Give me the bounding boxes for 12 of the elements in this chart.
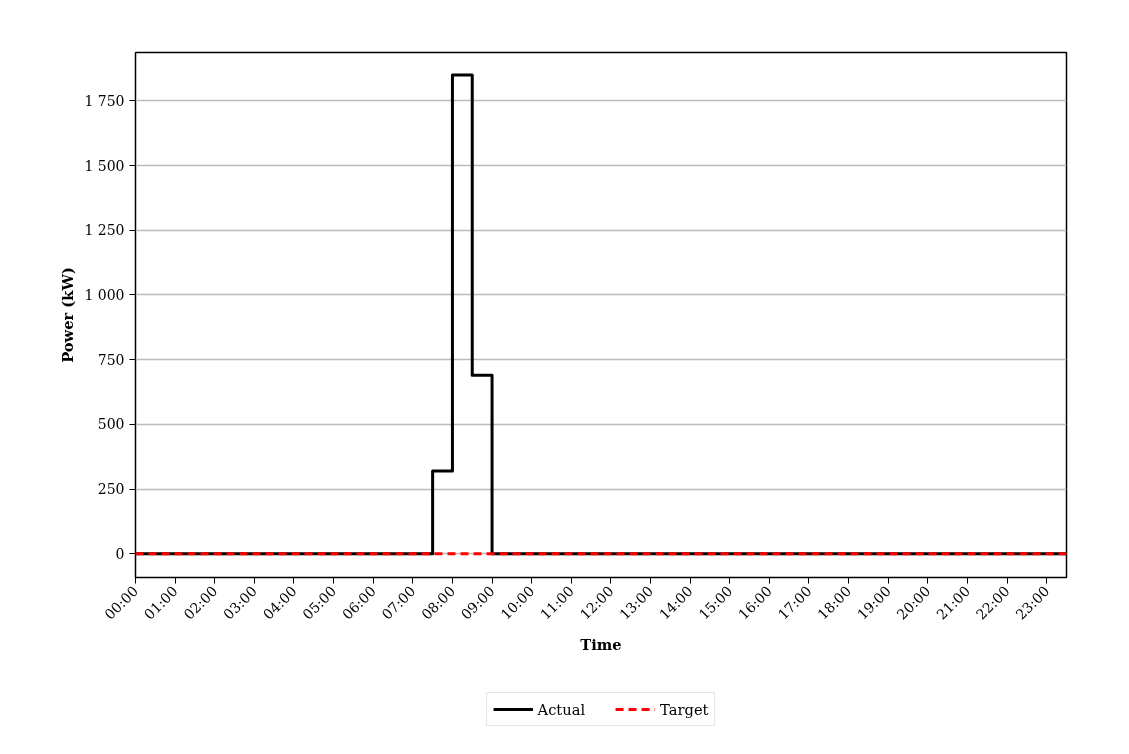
legend-label: Target	[660, 700, 709, 718]
y-tick-label: 250	[97, 481, 125, 498]
y-tick-label: 1 000	[84, 286, 125, 303]
y-tick-label: 0	[115, 545, 125, 562]
y-axis-title: Power (kW)	[59, 267, 77, 363]
y-tick-label: 1 250	[84, 222, 125, 239]
y-tick-label: 1 500	[84, 157, 125, 174]
y-tick-label: 500	[97, 416, 125, 433]
legend-label: Actual	[537, 700, 586, 718]
y-tick-label: 750	[97, 351, 125, 368]
y-tick-label: 1 750	[84, 92, 125, 109]
x-axis-title: Time	[580, 636, 622, 654]
